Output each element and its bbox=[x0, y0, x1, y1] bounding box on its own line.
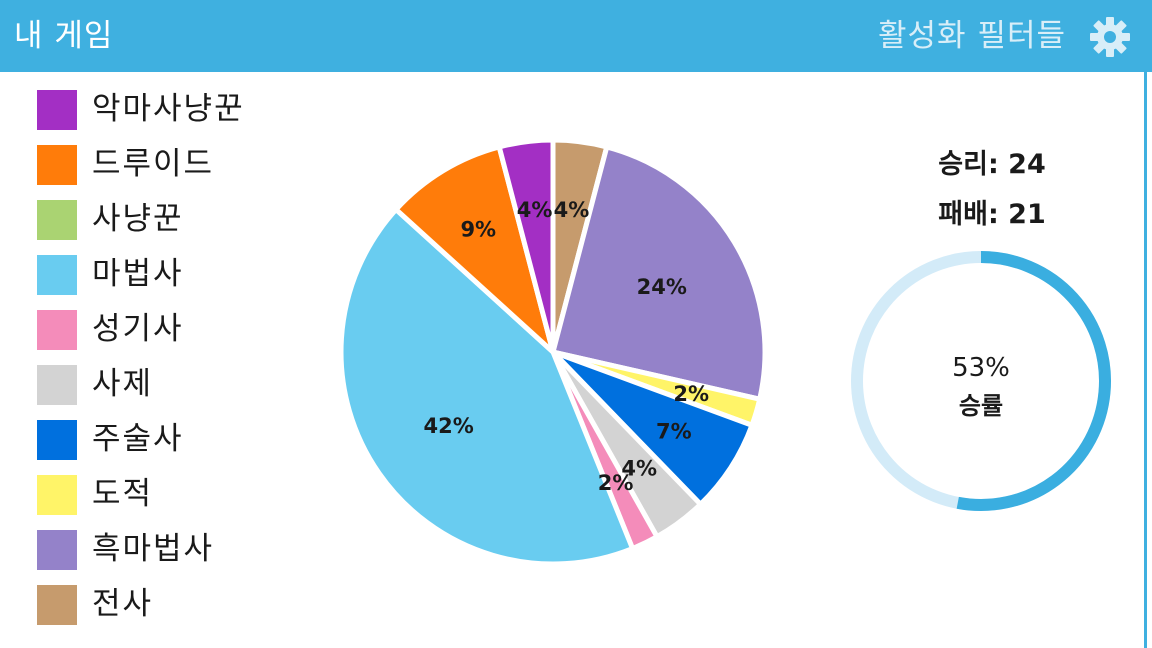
legend-swatch bbox=[37, 585, 77, 625]
legend-label: 마법사 bbox=[92, 256, 184, 292]
panel-right-border bbox=[1144, 72, 1147, 648]
pie-slice-label: 4% bbox=[554, 198, 590, 222]
legend-swatch bbox=[37, 365, 77, 405]
active-filters-button[interactable]: 활성화 필터들 bbox=[878, 18, 1066, 54]
wins-value: 24 bbox=[1008, 149, 1046, 180]
legend-label: 전사 bbox=[92, 586, 154, 622]
legend-item-warlock[interactable]: 흑마법사 bbox=[37, 524, 327, 579]
pie-slice-label: 2% bbox=[598, 471, 634, 495]
legend-swatch bbox=[37, 200, 77, 240]
pie-slice-label: 24% bbox=[637, 275, 687, 299]
winrate-label: 승률 bbox=[959, 392, 1003, 420]
legend-item-priest[interactable]: 사제 bbox=[37, 359, 327, 414]
pie-slice-label: 9% bbox=[460, 218, 496, 242]
legend-item-hunter[interactable]: 사냥꾼 bbox=[37, 194, 327, 249]
legend-item-warrior[interactable]: 전사 bbox=[37, 579, 327, 634]
legend-label: 주술사 bbox=[92, 421, 184, 457]
legend-swatch bbox=[37, 145, 77, 185]
legend-item-paladin[interactable]: 성기사 bbox=[37, 304, 327, 359]
class-pie-chart: 4%24%2%7%4%2%42%9%4% bbox=[338, 140, 768, 567]
legend-swatch bbox=[37, 420, 77, 460]
legend-label: 사냥꾼 bbox=[92, 201, 184, 237]
pie-slice[interactable] bbox=[550, 144, 768, 402]
pie-slice-label: 42% bbox=[424, 414, 474, 438]
legend-label: 악마사냥꾼 bbox=[92, 91, 245, 127]
pie-slice[interactable] bbox=[496, 140, 556, 355]
losses-label: 패배: bbox=[938, 199, 999, 230]
legend-swatch bbox=[37, 310, 77, 350]
legend-item-demon-hunter[interactable]: 악마사냥꾼 bbox=[37, 84, 327, 139]
win-loss-record: 승리: 24 패배: 21 bbox=[862, 140, 1122, 240]
legend-swatch bbox=[37, 90, 77, 130]
legend-label: 도적 bbox=[92, 476, 154, 512]
wins-label: 승리: bbox=[938, 149, 999, 180]
legend-label: 흑마법사 bbox=[92, 531, 215, 567]
pie-slice-label: 2% bbox=[673, 382, 709, 406]
pie-slice-label: 4% bbox=[517, 198, 553, 222]
pie-slice[interactable] bbox=[393, 144, 556, 355]
legend-item-shaman[interactable]: 주술사 bbox=[37, 414, 327, 469]
legend-label: 성기사 bbox=[92, 311, 184, 347]
class-legend: 악마사냥꾼 드루이드 사냥꾼 마법사 성기사 사제 주술사 도적 bbox=[37, 84, 327, 634]
legend-item-rogue[interactable]: 도적 bbox=[37, 469, 327, 524]
winrate-ring-arc bbox=[956, 251, 1111, 511]
pie-slice-label: 7% bbox=[656, 420, 692, 444]
legend-label: 사제 bbox=[92, 366, 154, 402]
legend-swatch bbox=[37, 530, 77, 570]
winrate-percent: 53% bbox=[952, 353, 1010, 383]
panel-title: 내 게임 bbox=[14, 18, 114, 54]
legend-item-druid[interactable]: 드루이드 bbox=[37, 139, 327, 194]
pie-slice[interactable] bbox=[338, 206, 636, 567]
legend-label: 드루이드 bbox=[92, 146, 215, 182]
legend-item-mage[interactable]: 마법사 bbox=[37, 249, 327, 304]
panel-header: 내 게임 활성화 필터들 bbox=[0, 0, 1152, 72]
wins-line: 승리: 24 bbox=[862, 140, 1122, 190]
losses-line: 패배: 21 bbox=[862, 190, 1122, 240]
losses-value: 21 bbox=[1008, 199, 1046, 230]
legend-swatch bbox=[37, 475, 77, 515]
pie-slice-label: 4% bbox=[621, 457, 657, 481]
winrate-ring: 53% 승률 bbox=[851, 251, 1111, 511]
legend-swatch bbox=[37, 255, 77, 295]
gear-icon[interactable] bbox=[1086, 13, 1134, 61]
